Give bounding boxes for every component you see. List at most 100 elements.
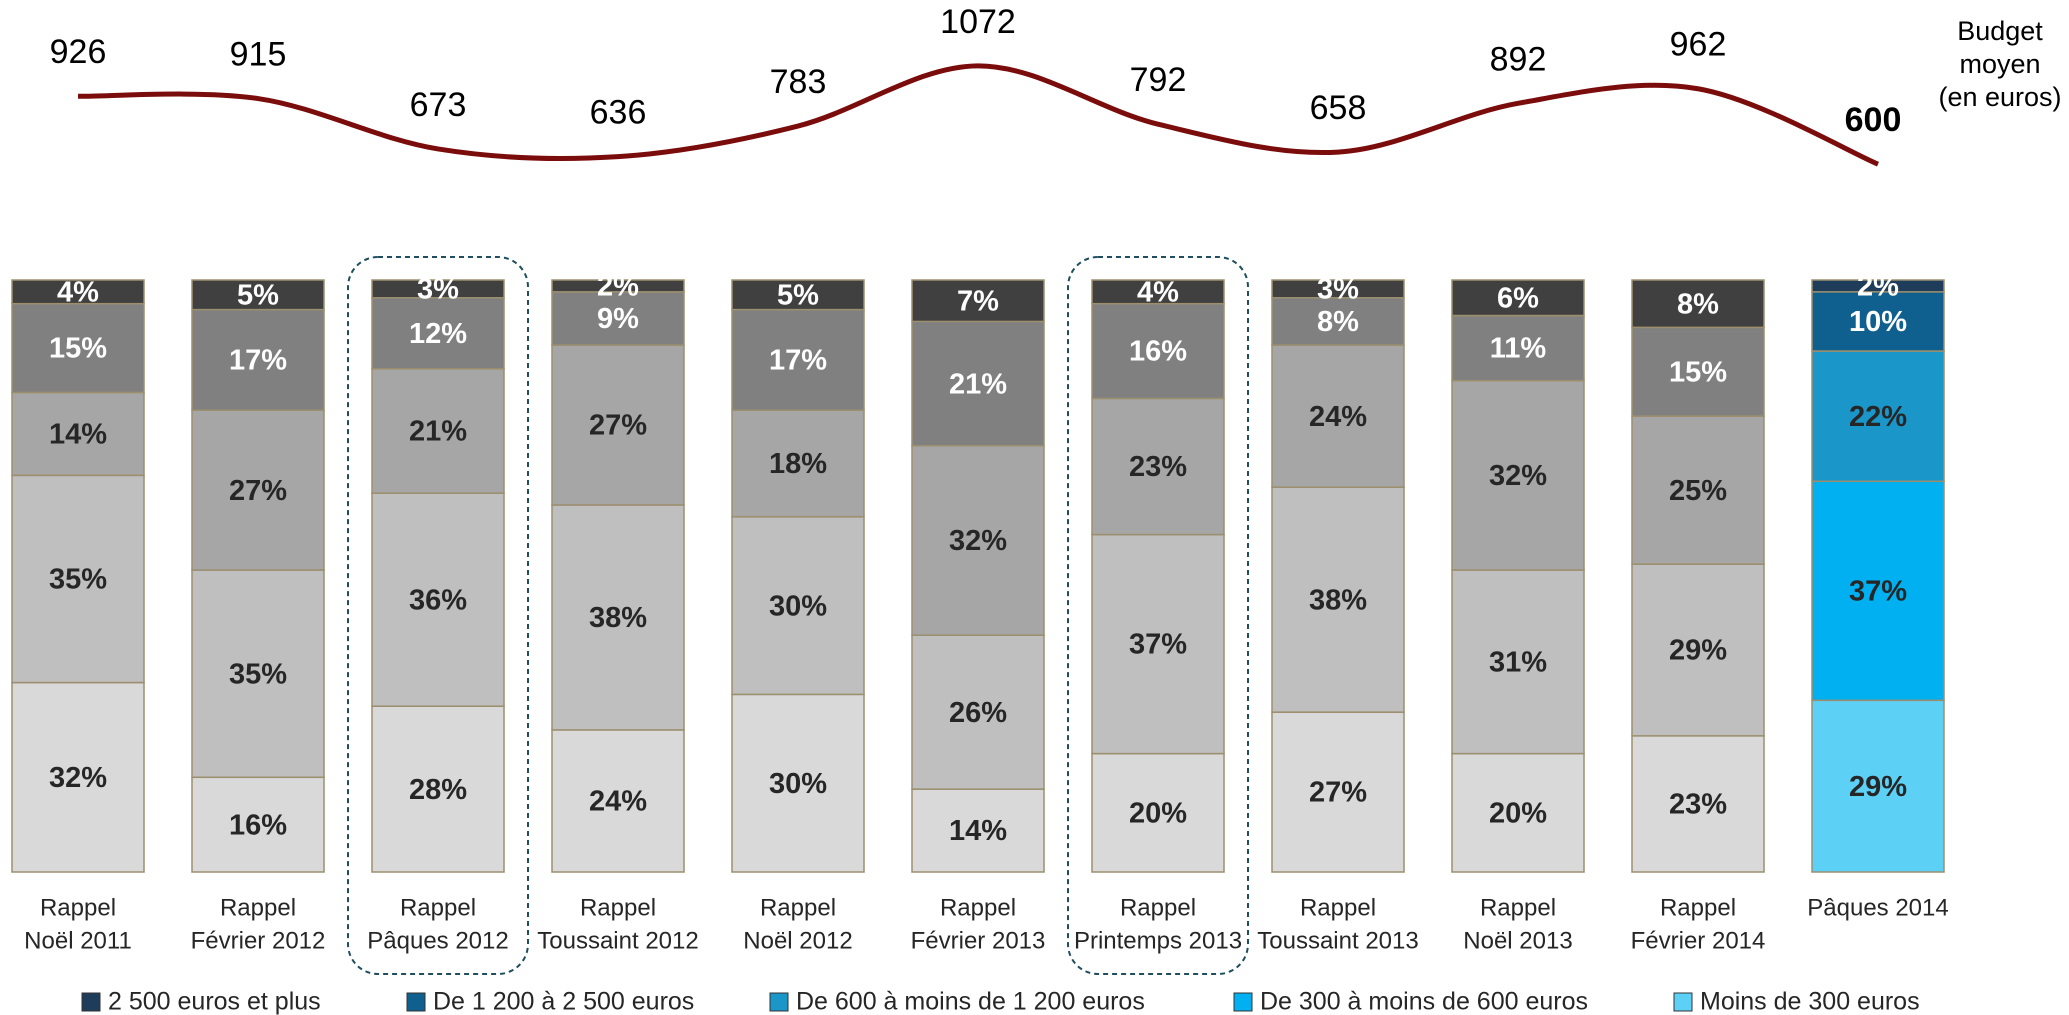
line-label: (en euros) (1938, 82, 2061, 112)
data-label: 28% (409, 774, 467, 806)
data-label: 18% (769, 448, 827, 480)
data-label: 10% (1849, 306, 1907, 338)
data-label: 4% (57, 276, 99, 308)
x-tick-label: Rappel (1120, 894, 1196, 921)
bar-segment (371, 705, 505, 873)
x-tick-label: Toussaint 2013 (1257, 927, 1418, 954)
data-label: 32% (949, 525, 1007, 557)
bar-segment (731, 279, 865, 311)
x-tick-label: Noël 2011 (24, 927, 132, 954)
data-label: 7% (957, 285, 999, 317)
data-label: 31% (1489, 646, 1547, 678)
data-label: 3% (417, 274, 459, 306)
bar-segment (11, 474, 145, 684)
data-label: 38% (1309, 584, 1367, 616)
data-label: 14% (949, 815, 1007, 847)
data-label: 23% (1129, 451, 1187, 483)
data-label: 25% (1669, 475, 1727, 507)
bar-segment (551, 729, 685, 873)
data-label: 15% (1669, 356, 1727, 388)
bar-segment (371, 279, 505, 299)
bar-segment (1811, 291, 1945, 352)
data-label: 5% (777, 279, 819, 311)
bar-segment (1451, 752, 1585, 873)
bar-segment (191, 279, 325, 311)
data-label: 14% (49, 419, 107, 451)
line-value-label: 636 (590, 94, 647, 132)
data-label: 8% (1677, 288, 1719, 320)
data-label: 16% (1129, 336, 1187, 368)
bar-segment (1271, 486, 1405, 713)
line-value-label: 673 (410, 86, 467, 124)
x-tick-label: Printemps 2013 (1074, 927, 1242, 954)
bar-segment (1091, 302, 1225, 400)
line-value-label: 658 (1310, 89, 1367, 127)
data-label: 5% (237, 279, 279, 311)
data-label: 21% (409, 416, 467, 448)
bar-segment (731, 409, 865, 518)
bar-segment (191, 308, 325, 411)
data-label: 2% (597, 271, 639, 303)
data-label: 27% (589, 410, 647, 442)
data-label: 11% (1490, 333, 1547, 365)
data-label: 6% (1497, 282, 1539, 314)
bar-segment (1811, 480, 1945, 702)
bar-segment (551, 504, 685, 731)
x-tick-label: Février 2013 (911, 927, 1046, 954)
bar-segment (1451, 314, 1585, 382)
bar-segment (551, 344, 685, 506)
bar-segment (911, 634, 1045, 790)
line-value-label: 792 (1130, 61, 1187, 99)
data-label: 20% (1489, 797, 1547, 829)
line-value-label: 600 (1845, 101, 1902, 139)
bar-segment (911, 788, 1045, 873)
bar-segment (1631, 415, 1765, 565)
data-label: 24% (589, 786, 647, 818)
bar-segment (1451, 379, 1585, 571)
x-tick-label: Noël 2012 (743, 927, 852, 954)
x-tick-label: Rappel (580, 894, 656, 921)
x-tick-label: Noël 2013 (1463, 927, 1572, 954)
data-label: 15% (49, 333, 107, 365)
bar-segment (1451, 279, 1585, 317)
data-label: 26% (949, 697, 1007, 729)
x-tick-label: Rappel (220, 894, 296, 921)
data-label: 20% (1129, 797, 1187, 829)
bar-segment (551, 279, 685, 293)
bar-segment (191, 409, 325, 571)
data-label: 17% (229, 345, 287, 377)
data-label: 24% (1309, 401, 1367, 433)
bar-segment (371, 492, 505, 707)
bar-segment (911, 445, 1045, 636)
line-label: Budget (1957, 16, 2043, 46)
data-label: 32% (49, 762, 107, 794)
line-value-label: 915 (230, 36, 287, 74)
data-label: 23% (1669, 789, 1727, 821)
bar-segment (191, 776, 325, 873)
bar-segment (1631, 735, 1765, 873)
x-tick-label: Février 2014 (1631, 927, 1766, 954)
bar-segment (911, 320, 1045, 447)
legend-swatch (1233, 992, 1253, 1012)
data-label: 16% (229, 809, 287, 841)
x-tick-label: Rappel (40, 894, 116, 921)
bar-segment (731, 308, 865, 411)
data-label: 35% (49, 564, 107, 596)
highlight-frame (1067, 256, 1249, 975)
data-label: 12% (409, 318, 467, 350)
bar-segment (1811, 699, 1945, 873)
bar-segment (731, 516, 865, 696)
legend-label: De 1 200 à 2 500 euros (433, 988, 694, 1015)
bar-segment (1631, 279, 1765, 329)
x-tick-label: Rappel (760, 894, 836, 921)
bar-segment (1631, 563, 1765, 737)
x-tick-label: Rappel (940, 894, 1016, 921)
data-label: 36% (409, 584, 467, 616)
x-tick-label: Février 2012 (191, 927, 326, 954)
data-label: 29% (1849, 771, 1907, 803)
legend-label: De 600 à moins de 1 200 euros (796, 988, 1145, 1015)
line-value-label: 962 (1670, 26, 1727, 64)
data-label: 22% (1849, 401, 1907, 433)
bar-segment (1271, 344, 1405, 488)
